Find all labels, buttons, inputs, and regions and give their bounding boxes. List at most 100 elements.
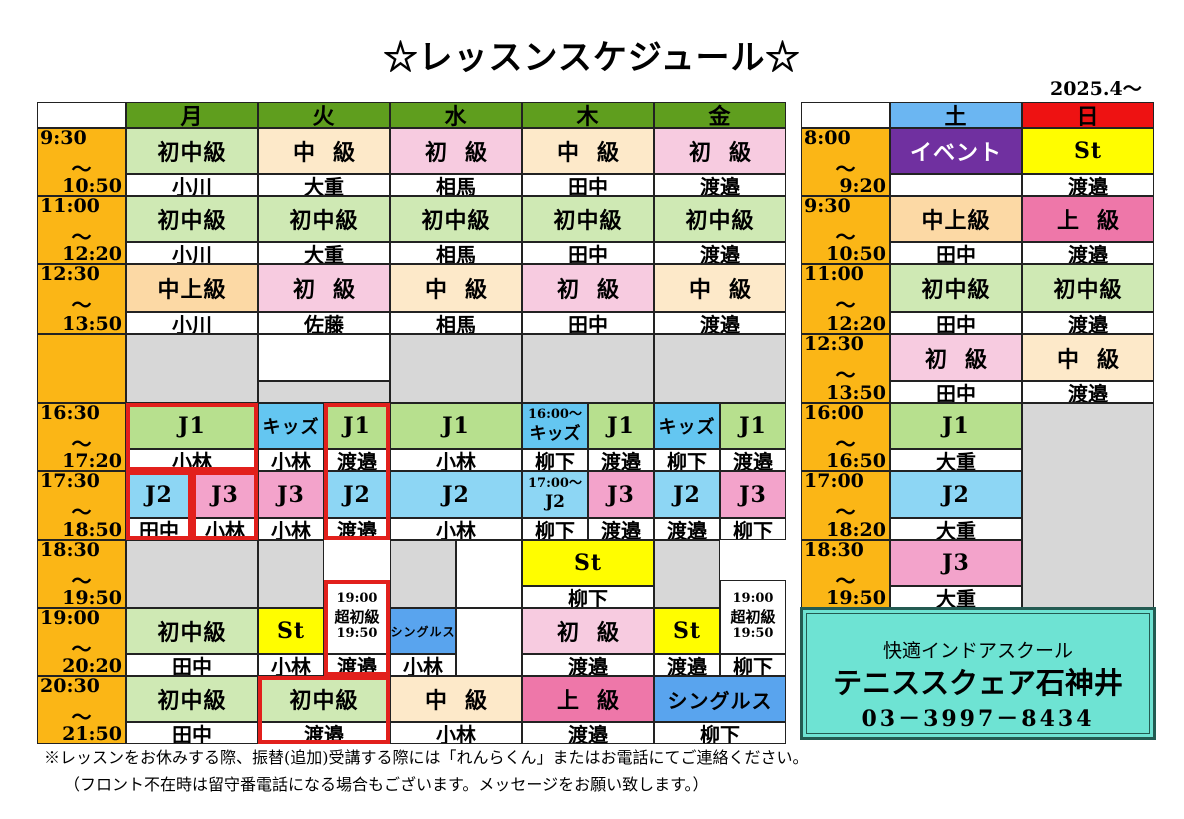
instructor-name: 大重 bbox=[258, 242, 390, 264]
notes: ※レッスンをお休みする際、振替(追加)受講する際には「れんらくん」またはお電話に… bbox=[44, 744, 809, 798]
lesson-end-time: 19:50 bbox=[732, 626, 774, 642]
time-start: 9:30 bbox=[804, 195, 851, 217]
instructor-name: 小川 bbox=[126, 242, 258, 264]
lesson-level: J1 bbox=[390, 403, 522, 449]
instructor-name: 小林 bbox=[258, 518, 324, 540]
lesson-level: 19:00 超初級 19:50 bbox=[720, 580, 786, 654]
lesson-level: J2 bbox=[126, 471, 192, 518]
lesson-level: キッズ bbox=[258, 403, 324, 449]
empty-slot bbox=[1022, 403, 1154, 608]
day-header-sat: 土 bbox=[890, 102, 1022, 128]
lesson-level: シングルス bbox=[390, 608, 456, 654]
time-slot-weekend: 12:30 ～ 13:50 bbox=[801, 333, 890, 404]
lesson-level: 初級 bbox=[654, 128, 786, 174]
lesson-level: St bbox=[258, 608, 324, 654]
lesson-level: J1 bbox=[720, 403, 786, 449]
instructor-name: 田中 bbox=[522, 312, 654, 334]
time-start: 12:30 bbox=[40, 263, 100, 285]
instructor-name: 柳下 bbox=[522, 449, 588, 471]
lesson-level: 初中級 bbox=[126, 196, 258, 242]
time-end: 10:50 bbox=[826, 243, 886, 265]
lesson-level: J1 bbox=[890, 403, 1022, 449]
time-start: 17:00 bbox=[804, 470, 864, 492]
instructor-name: 田中 bbox=[522, 174, 654, 196]
lesson-level: 初中級 bbox=[522, 196, 654, 242]
lesson-level: 中級 bbox=[390, 676, 522, 722]
instructor-name: 渡邉 bbox=[324, 518, 390, 540]
time-end: 18:50 bbox=[62, 519, 122, 541]
instructor-name: 小林 bbox=[390, 449, 522, 471]
instructor-name: 小川 bbox=[126, 174, 258, 196]
time-slot: 19:00 ～ 20:20 bbox=[37, 607, 126, 677]
instructor-name: 相馬 bbox=[390, 174, 522, 196]
page-title: ☆レッスンスケジュール☆ bbox=[383, 38, 801, 78]
lesson-level-label: J2 bbox=[545, 492, 565, 512]
instructor-name: 渡邉 bbox=[1022, 381, 1154, 403]
day-header: 月 bbox=[126, 102, 258, 128]
instructor-name: 佐藤 bbox=[258, 312, 390, 334]
lesson-level: 初中級 bbox=[258, 676, 390, 722]
instructor-name: 小林 bbox=[126, 449, 258, 471]
time-slot: 17:30 ～ 18:50 bbox=[37, 470, 126, 541]
time-end: 13:50 bbox=[826, 382, 886, 404]
time-tilde: ～ bbox=[835, 363, 856, 387]
time-start: 11:00 bbox=[40, 195, 100, 217]
day-header: 金 bbox=[654, 102, 786, 128]
instructor-name: 小川 bbox=[126, 312, 258, 334]
day-header: 木 bbox=[522, 102, 654, 128]
empty-slot bbox=[654, 540, 720, 608]
lesson-level: 初中級 bbox=[258, 196, 390, 242]
lesson-level: J3 bbox=[720, 471, 786, 518]
time-slot: 9:30 ～ 10:50 bbox=[37, 127, 126, 197]
time-slot-weekend: 8:00 ～ 9:20 bbox=[801, 127, 890, 197]
time-slot: 12:30 ～ 13:50 bbox=[37, 263, 126, 335]
instructor-name: 小林 bbox=[258, 449, 324, 471]
time-tilde: ～ bbox=[71, 637, 92, 661]
instructor-name: 渡邉 bbox=[720, 449, 786, 471]
instructor-name: 渡邉 bbox=[654, 312, 786, 334]
day-header-sun: 日 bbox=[1022, 102, 1154, 128]
time-tilde: ～ bbox=[835, 500, 856, 524]
school-name: テニススクェア石神井 bbox=[833, 666, 1123, 700]
lesson-level: キッズ bbox=[654, 403, 720, 449]
instructor-name: 渡邉 bbox=[588, 518, 654, 540]
time-start: 18:30 bbox=[40, 539, 100, 561]
lesson-level-label: 超初級 bbox=[730, 607, 776, 626]
instructor-name: 柳下 bbox=[654, 449, 720, 471]
time-start: 16:00 bbox=[804, 402, 864, 424]
lesson-level: 初中級 bbox=[890, 264, 1022, 312]
time-end: 10:50 bbox=[62, 175, 122, 197]
instructor-name: 渡邉 bbox=[1022, 174, 1154, 196]
time-tilde: ～ bbox=[71, 500, 92, 524]
lesson-level: 初中級 bbox=[1022, 264, 1154, 312]
time-tilde: ～ bbox=[71, 157, 92, 181]
instructor-name: 渡邉 bbox=[1022, 242, 1154, 264]
time-start: 20:30 bbox=[40, 675, 100, 697]
lesson-level: 中級 bbox=[654, 264, 786, 312]
note-line-2: （フロント不在時は留守番電話になる場合もございます。メッセージをお願い致します。… bbox=[64, 775, 709, 794]
lesson-level: 中級 bbox=[258, 128, 390, 174]
time-slot: 20:30 ～ 21:50 bbox=[37, 675, 126, 745]
lesson-level: J1 bbox=[588, 403, 654, 449]
time-end: 18:20 bbox=[826, 519, 886, 541]
instructor-name: 柳下 bbox=[522, 518, 588, 540]
phone-number[interactable]: 03－3997－8434 bbox=[861, 706, 1095, 732]
instructor-name bbox=[890, 174, 1022, 196]
time-start: 9:30 bbox=[40, 127, 87, 149]
lesson-level: シングルス bbox=[654, 676, 786, 722]
instructor-name: 渡邉 bbox=[654, 518, 720, 540]
instructor-name: 小林 bbox=[390, 722, 522, 744]
header-corner bbox=[37, 102, 126, 128]
instructor-name: 柳下 bbox=[720, 518, 786, 540]
instructor-name: 田中 bbox=[126, 654, 258, 676]
contact-box: 快適インドアスクール テニススクェア石神井 03－3997－8434 bbox=[800, 607, 1156, 740]
note-line-1: ※レッスンをお休みする際、振替(追加)受講する際には「れんらくん」またはお電話に… bbox=[44, 748, 809, 767]
school-tagline: 快適インドアスクール bbox=[882, 640, 1073, 662]
time-tilde: ～ bbox=[71, 705, 92, 729]
empty-slot bbox=[522, 334, 654, 403]
time-end: 13:50 bbox=[62, 313, 122, 335]
lesson-start-time: 17:00～ bbox=[528, 475, 582, 491]
time-tilde: ～ bbox=[71, 225, 92, 249]
instructor-name: 田中 bbox=[522, 242, 654, 264]
time-start: 8:00 bbox=[804, 127, 851, 149]
